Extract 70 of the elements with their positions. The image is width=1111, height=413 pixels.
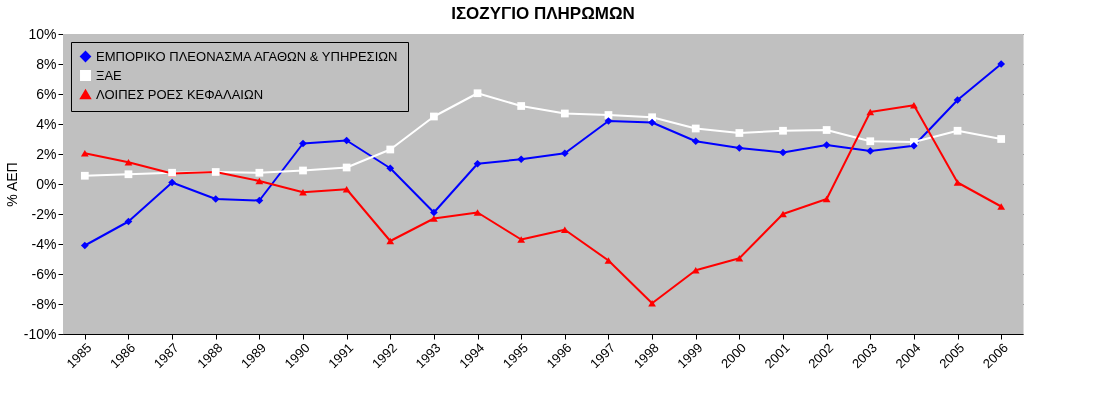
point [560, 109, 569, 118]
point [473, 209, 482, 216]
point [779, 148, 787, 157]
point [953, 179, 962, 186]
point [430, 208, 438, 217]
point [473, 89, 482, 98]
y-tick-label: -6% [31, 265, 57, 282]
point [299, 188, 307, 196]
y-tick-label: -10% [23, 325, 57, 342]
point [691, 137, 700, 146]
y-tick-label: -8% [31, 295, 57, 312]
point [735, 144, 744, 152]
y-tick-label: 10% [28, 25, 57, 42]
point [691, 124, 700, 133]
point [211, 195, 220, 203]
point [473, 159, 482, 168]
y-tick-label: -2% [31, 205, 57, 222]
point [80, 241, 89, 250]
y-tick-label: 6% [36, 85, 57, 102]
point [342, 136, 351, 145]
point [648, 299, 656, 307]
legend-label: ΛΟΙΠΕΣ ΡΟΕΣ ΚΕΦΑΛΑΙΩΝ [96, 86, 264, 102]
point [691, 266, 700, 274]
y-tick-label: 2% [36, 145, 57, 162]
point [735, 254, 744, 262]
point [430, 215, 438, 222]
point [124, 158, 133, 166]
point [953, 126, 962, 135]
point [255, 168, 264, 177]
chart-title: ΙΣΟΖΥΓΙΟ ΠΛΗΡΩΜΩΝ [451, 4, 635, 23]
point [517, 236, 526, 243]
point [604, 257, 613, 264]
point [430, 112, 438, 121]
point [997, 135, 1006, 143]
point [822, 141, 831, 149]
point [822, 126, 831, 134]
point [648, 118, 656, 127]
point [80, 171, 89, 180]
point [604, 117, 613, 125]
point [517, 155, 526, 164]
y-tick-label: -4% [31, 235, 57, 252]
point [953, 96, 962, 104]
point [997, 60, 1006, 68]
point [560, 149, 569, 158]
point [997, 203, 1006, 210]
y-tick-label: 8% [36, 55, 57, 72]
point [560, 226, 569, 234]
point [648, 113, 656, 122]
point [342, 185, 351, 193]
point [735, 129, 744, 137]
point [124, 170, 133, 179]
point [866, 147, 875, 155]
point [517, 102, 526, 110]
point [910, 141, 918, 150]
point [255, 196, 264, 205]
point [866, 137, 875, 146]
point [299, 166, 307, 175]
point [168, 178, 176, 187]
y-tick-label: 4% [36, 115, 57, 132]
point [910, 101, 918, 109]
point [342, 163, 351, 172]
legend-label: ΞΑΕ [96, 67, 123, 83]
point [386, 145, 395, 154]
y-axis-title: % ΑΕΠ [3, 162, 20, 207]
point [386, 164, 395, 173]
y-tick-label: 0% [36, 175, 57, 192]
point [779, 126, 787, 135]
legend-label: ΕΜΠΟΡΙΚΟ ΠΛΕΟΝΑΣΜΑ ΑΓΑΘΩΝ & ΥΠΗΡΕΣΙΩΝ [96, 48, 398, 64]
point [80, 149, 89, 157]
point [299, 139, 307, 148]
